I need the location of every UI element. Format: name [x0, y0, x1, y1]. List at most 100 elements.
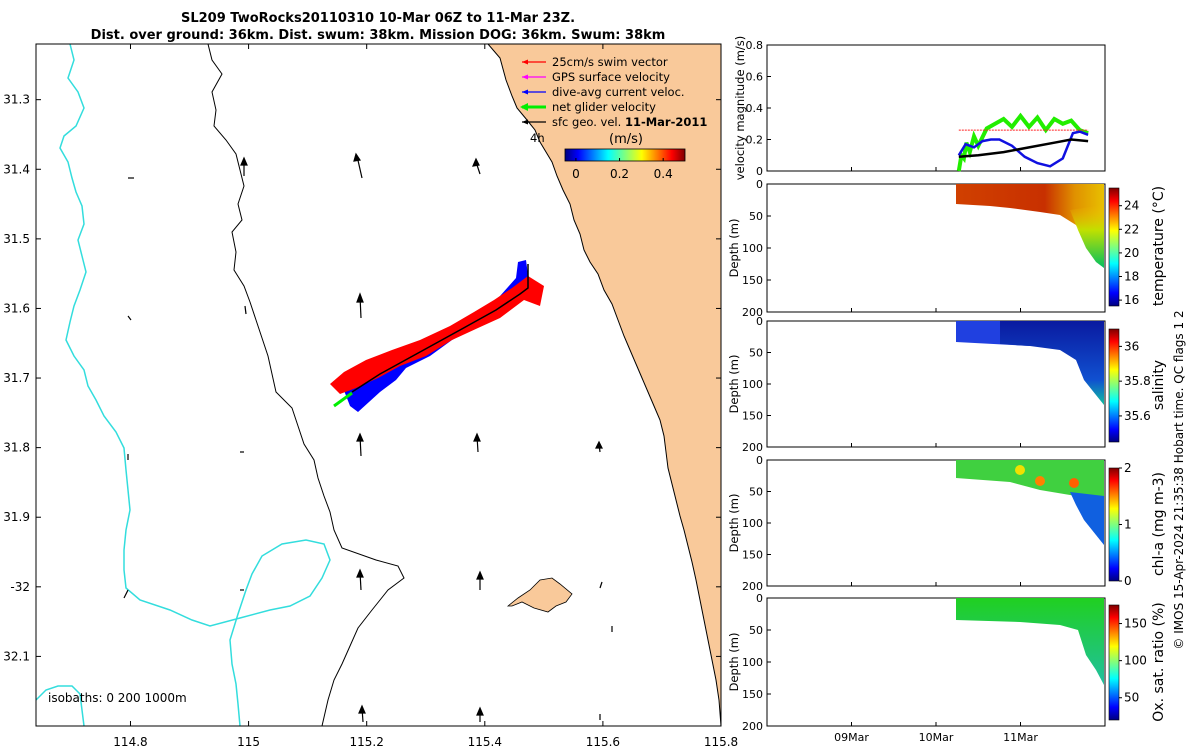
time-tick-label: 11Mar — [1003, 731, 1038, 744]
map-x-tick-label: 115.6 — [586, 735, 620, 749]
cbar-tick-label: 20 — [1124, 246, 1139, 260]
coastline — [487, 44, 721, 726]
swim-vector-band — [330, 276, 544, 394]
map-y-tick-label: 31.8 — [3, 441, 30, 455]
depth-tick-label: 200 — [742, 441, 763, 454]
cbar-tick-label: 24 — [1124, 199, 1139, 213]
depth-tick-label: 150 — [742, 688, 763, 701]
legend-net-glider-velocity: net glider velocity — [552, 100, 656, 114]
cbar-tick-label: 2 — [1124, 461, 1132, 475]
depth-tick-label: 200 — [742, 580, 763, 593]
depth-ylabel: Depth (m) — [727, 633, 741, 692]
map-x-tick-label: 115.8 — [704, 735, 738, 749]
cbar-tick-label: 50 — [1124, 691, 1139, 705]
depth-tick-label: 50 — [749, 210, 763, 223]
depth-tick-label: 50 — [749, 624, 763, 637]
cbar-tick-label: 35.8 — [1124, 374, 1151, 388]
depth-tick-label: 200 — [742, 720, 763, 733]
glider-track — [330, 260, 544, 412]
net-glider-velocity-arrow — [333, 391, 353, 408]
velocity-y-tick-label: 0.2 — [746, 134, 764, 147]
cbar-tick-label: 100 — [1124, 654, 1147, 668]
map-x-tick-label: 115.4 — [468, 735, 502, 749]
speed-cbar-tick-label: 0.4 — [654, 167, 673, 181]
depth-tick-label: 150 — [742, 274, 763, 287]
depth-tick-label: 0 — [756, 592, 763, 605]
footer-note: © IMOS 15-Apr-2024 21:35:38 Hobart time.… — [1172, 310, 1186, 649]
depth-ylabel: Depth (m) — [727, 219, 741, 278]
title-line-2: Dist. over ground: 36km. Dist. swum: 38k… — [91, 28, 666, 43]
velocity-y-tick-label: 0.8 — [746, 39, 764, 52]
oxygen-field — [956, 598, 1104, 685]
velocity-ylabel: velocity magnitude (m/s) — [733, 36, 747, 181]
map-y-tick-label: 31.6 — [3, 301, 30, 315]
legend-sfc-geo-vel-label: sfc geo. vel. — [552, 115, 621, 129]
salinity-cbar-label: salinity — [1151, 360, 1167, 410]
map-y-tick-label: 31.5 — [3, 232, 30, 246]
temperature-deep-field — [1070, 205, 1104, 268]
temperature-cbar-label: temperature (°C) — [1151, 186, 1167, 306]
map-y-tick-label: 32.1 — [3, 649, 30, 663]
map-y-tick-label: 31.9 — [3, 510, 30, 524]
map-panel: 25cm/s swim vector GPS surface velocity … — [3, 43, 738, 749]
map-y-tick-label: 31.3 — [3, 93, 30, 107]
salinity-colorbar — [1108, 328, 1120, 443]
depth-tick-label: 0 — [756, 454, 763, 467]
velocity-axes-frame — [766, 44, 1106, 172]
isobath-0m — [59, 44, 331, 726]
map-y-tick-label: 31.4 — [3, 162, 30, 176]
map-x-tick-label: 114.8 — [113, 735, 147, 749]
map-x-tick-label: 115.2 — [350, 735, 384, 749]
speed-colorbar — [564, 148, 686, 162]
cbar-tick-label: 150 — [1124, 617, 1147, 631]
title-line-1: SL209 TwoRocks20110310 10-Mar 06Z to 11-… — [181, 11, 575, 26]
isobath-200m — [207, 44, 405, 726]
depth-tick-label: 100 — [742, 517, 763, 530]
oxygen-axes-frame — [766, 597, 1106, 727]
time-series-panels: 0 0.2 0.4 0.6 0.8 velocity magnitude (m/s) t… — [727, 36, 1167, 744]
chla-cbar-label: chl-a (mg m-3) — [1151, 472, 1167, 576]
cbar-tick-label: 18 — [1124, 270, 1139, 284]
depth-tick-label: 200 — [742, 306, 763, 319]
chla-hotspot — [1069, 478, 1079, 488]
depth-ylabel: Depth (m) — [727, 494, 741, 553]
map-y-tick-label: -32 — [10, 580, 30, 594]
chla-hotspot — [1035, 476, 1045, 486]
land-mainland — [488, 44, 721, 726]
depth-tick-label: 50 — [749, 347, 763, 360]
legend-dive-avg-current: dive-avg current veloc. — [552, 85, 685, 99]
chla-deep-field — [1070, 492, 1104, 545]
depth-tick-label: 50 — [749, 486, 763, 499]
dive-avg-current-band — [340, 260, 530, 412]
cbar-tick-label: 16 — [1124, 293, 1139, 307]
depth-ylabel: Depth (m) — [727, 355, 741, 414]
time-tick-label: 09Mar — [834, 731, 869, 744]
oxygen-colorbar — [1108, 604, 1120, 721]
temperature-field — [956, 184, 1104, 268]
map-legend: 25cm/s swim vector GPS surface velocity … — [520, 55, 707, 181]
depth-tick-label: 100 — [742, 242, 763, 255]
depth-tick-label: 0 — [756, 178, 763, 191]
depth-tick-label: 150 — [742, 549, 763, 562]
chla-surface-field — [956, 460, 1104, 500]
legend-sfc-geo-vel-date: 11-Mar-2011 — [625, 115, 707, 129]
legend-gps-surface-velocity: GPS surface velocity — [552, 70, 670, 84]
depth-tick-label: 0 — [756, 315, 763, 328]
velocity-y-tick-label: 0.4 — [746, 102, 764, 115]
time-tick-label: 10Mar — [919, 731, 954, 744]
depth-tick-label: 100 — [742, 378, 763, 391]
speed-cbar-tick-label: 0 — [572, 167, 580, 181]
cbar-tick-label: 0 — [1124, 574, 1132, 588]
map-y-tick-label: 31.7 — [3, 371, 30, 385]
glider-track-line — [351, 264, 529, 393]
chla-hotspot — [1015, 465, 1025, 475]
velocity-y-tick-label: 0 — [756, 165, 763, 178]
land-island — [506, 577, 573, 613]
isobath-0m-lower — [36, 685, 85, 726]
cbar-tick-label: 36 — [1124, 339, 1139, 353]
speed-colorbar-title: (m/s) — [609, 132, 643, 147]
cbar-tick-label: 22 — [1124, 222, 1139, 236]
velocity-series-sfc-geo-vel- — [958, 138, 1089, 159]
chla-colorbar — [1108, 467, 1120, 582]
